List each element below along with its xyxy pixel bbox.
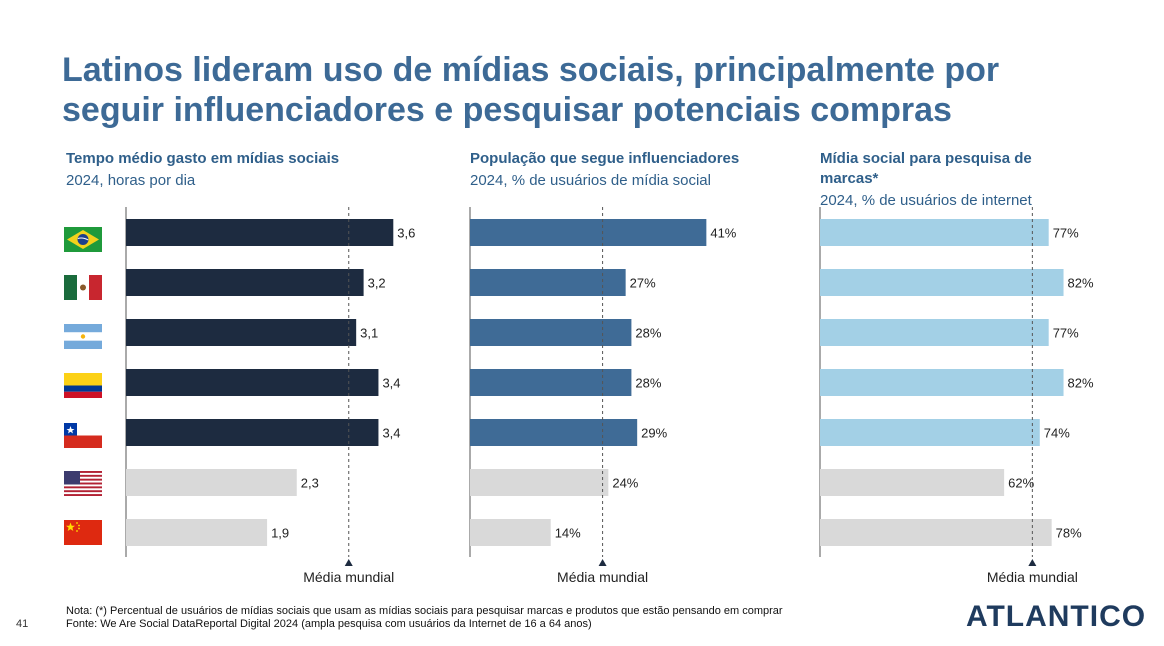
bar-label-3-eua: 62% [1008,476,1034,491]
atlantico-logo: ATLANTICO [966,600,1147,633]
china-flag-icon [64,520,102,545]
panel-3-world-average-marker [1028,559,1037,566]
bar-label-1-brasil: 3,6 [397,226,415,241]
panel-2-world-average-label: Média mundial [557,569,648,585]
panel-1-subtitle: 2024, horas por dia [66,172,196,189]
bar-label-1-china: 1,9 [271,526,289,541]
brazil-flag-icon [64,227,102,252]
footnote: Nota: (*) Percentual de usuários de mídi… [66,605,783,631]
title-line-1: Latinos lideram uso de mídias sociais, p… [62,51,1000,89]
bar-1-china [126,519,268,546]
bar-2-argentina [470,319,632,346]
panel-1-world-average-marker [344,559,353,566]
bar-label-2-colômbia: 28% [635,376,661,391]
bar-2-brasil [470,219,707,246]
colombia-flag-icon [64,373,102,398]
panel-3-title: Mídia social para pesquisa de [820,150,1032,167]
page-title: Latinos lideram uso de mídias sociais, p… [62,50,1142,130]
page-number: 41 [16,618,29,630]
argentina-flag-icon [64,324,102,349]
bar-2-chile [470,419,638,446]
title-line-2: seguir influenciadores e pesquisar poten… [62,91,952,129]
panel-1-title: Tempo médio gasto em mídias sociais [66,150,340,167]
bar-1-chile [126,419,379,446]
bar-3-argentina [820,319,1049,346]
panel-3-subtitle: 2024, % de usuários de internet [820,192,1032,209]
bar-label-1-argentina: 3,1 [360,326,378,341]
footnote-source: Fonte: We Are Social DataReportal Digita… [66,618,592,630]
bar-1-eua [126,469,297,496]
bar-2-colômbia [470,369,632,396]
footnote-note: Nota: (*) Percentual de usuários de mídi… [66,605,783,617]
panel-3-world-average-label: Média mundial [987,569,1078,585]
bar-label-3-argentina: 77% [1053,326,1079,341]
bar-1-colômbia [126,369,379,396]
bar-3-chile [820,419,1040,446]
bar-label-2-argentina: 28% [635,326,661,341]
bar-1-argentina [126,319,357,346]
bar-label-3-méxico: 82% [1068,276,1094,291]
bar-2-china [470,519,551,546]
bar-1-brasil [126,219,394,246]
bar-3-colômbia [820,369,1064,396]
panel-3-title-line-2: marcas* [820,170,879,187]
bar-2-méxico [470,269,626,296]
bar-label-3-colômbia: 82% [1068,376,1094,391]
mexico-flag-icon [64,275,102,300]
bar-label-3-brasil: 77% [1053,226,1079,241]
bar-1-méxico [126,269,364,296]
bar-label-2-china: 14% [555,526,581,541]
bar-label-3-china: 78% [1056,526,1082,541]
bar-label-2-méxico: 27% [630,276,656,291]
panel-1-world-average-label: Média mundial [303,569,394,585]
bar-3-china [820,519,1052,546]
bar-label-2-brasil: 41% [710,226,736,241]
chile-flag-icon [64,423,102,448]
bar-3-eua [820,469,1005,496]
bar-label-1-eua: 2,3 [301,476,319,491]
bar-2-eua [470,469,609,496]
bar-label-1-colômbia: 3,4 [382,376,400,391]
bar-label-1-méxico: 3,2 [368,276,386,291]
bar-3-méxico [820,269,1064,296]
bar-label-3-chile: 74% [1044,426,1070,441]
bar-label-1-chile: 3,4 [382,426,400,441]
panel-2-title: População que segue influenciadores [470,150,740,167]
panel-2-subtitle: 2024, % de usuários de mídia social [470,172,711,189]
usa-flag-icon [64,471,102,496]
bar-3-brasil [820,219,1049,246]
bar-label-2-chile: 29% [641,426,667,441]
bar-label-2-eua: 24% [612,476,638,491]
panel-2-world-average-marker [598,559,607,566]
